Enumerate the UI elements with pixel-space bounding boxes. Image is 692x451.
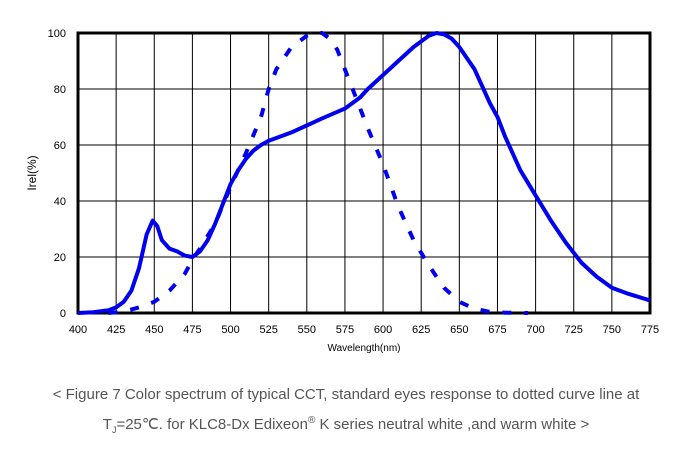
y-tick-label: 80 <box>54 84 66 96</box>
x-tick-label: 525 <box>259 324 277 336</box>
x-tick-label: 500 <box>221 324 239 336</box>
x-tick-label: 750 <box>603 324 621 336</box>
caption-reg: ® <box>307 415 316 426</box>
x-tick-label: 450 <box>145 324 163 336</box>
x-tick-label: 425 <box>107 324 125 336</box>
x-axis-label: Wavelength(nm) <box>328 343 401 354</box>
plot-frame <box>76 31 652 315</box>
y-tick-label: 100 <box>48 28 66 40</box>
x-tick-label: 600 <box>374 324 392 336</box>
y-tick-label: 40 <box>54 196 66 208</box>
x-tick-label: 725 <box>565 324 583 336</box>
y-tick-label: 0 <box>60 308 66 320</box>
x-tick-label: 675 <box>488 324 506 336</box>
y-tick-label: 20 <box>54 252 66 264</box>
caption-temp: =25℃. for KLC8-Dx Edixeon <box>116 416 308 433</box>
spectrum-chart: 400 425 450 475 500 525 550 575 600 625 650 675 700 7… <box>25 28 659 354</box>
y-tick-label: 60 <box>54 140 66 152</box>
x-tick-label: 775 <box>641 324 659 336</box>
figure-caption-line2: TJ=25℃. for KLC8-Dx Edixeon® K series ne… <box>0 409 692 442</box>
caption-series: K series neutral white ,and warm white > <box>315 416 590 433</box>
x-tick-label: 700 <box>526 324 544 336</box>
caption-sub: J <box>111 425 117 435</box>
x-tick-label: 475 <box>183 324 201 336</box>
spectrum-solid-line <box>77 31 651 315</box>
x-tick-label: 550 <box>298 324 316 336</box>
eye-response-dashed-line <box>108 31 529 315</box>
x-tick-label: 625 <box>412 324 430 336</box>
y-axis-label: Irel(%) <box>25 155 39 190</box>
x-tick-label: 400 <box>69 324 87 336</box>
figure-caption-line1: < Figure 7 Color spectrum of typical CCT… <box>52 386 640 403</box>
x-tick-label: 575 <box>336 324 354 336</box>
caption-t: T <box>102 416 112 433</box>
x-tick-label: 650 <box>450 324 468 336</box>
